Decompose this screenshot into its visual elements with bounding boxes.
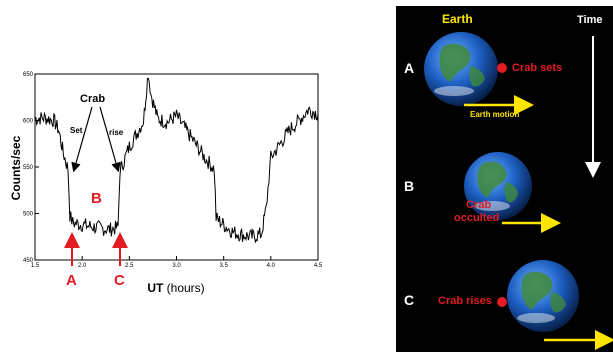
crab-occulted-label-line1: Crab [466,199,492,211]
x-tick-label: 1.5 [31,263,40,269]
rise-arrow [99,106,121,173]
earth-diagram [424,32,613,350]
x-axis-label: UT (hours) [147,281,204,295]
rise-annotation: rise [109,128,124,137]
earth-title: Earth [442,12,473,26]
row-a-label: A [404,60,415,76]
occultation-diagram-panel: Earth Time A Crab sets Earth motion B Cr… [396,6,613,352]
crab-occulted-label-line2: occulted [454,212,500,224]
x-tick-label: 3.5 [219,263,228,269]
crab-rises-label: Crab rises [438,295,492,307]
earth-motion-label: Earth motion [470,110,520,119]
time-label: Time [577,14,603,26]
y-axis-label: Counts/sec [9,135,23,200]
earth-globe-c [507,260,579,332]
plot-area-frame [34,73,319,261]
earth-globe-a [424,32,498,106]
x-tick-label: 4.5 [314,263,323,269]
marker-b-label: B [91,190,102,207]
y-tick-label: 550 [23,165,34,171]
marker-c-label: C [114,272,125,289]
crab-rises-dot [497,297,507,307]
crab-annotation: Crab [80,93,105,105]
marker-a-label: A [66,272,77,289]
set-annotation: Set [70,126,83,135]
set-arrow [71,106,93,173]
y-axis-ticks: 450 500 550 600 650 [23,72,39,264]
y-tick-label: 650 [23,72,34,78]
y-tick-label: 600 [23,119,34,125]
light-curve-chart: 1.5 2.0 2.5 3.0 3.5 4.0 4.5 450 500 550 600 650 Cr… [9,72,323,295]
row-c-label: C [404,292,415,308]
x-tick-label: 3.0 [172,263,181,269]
x-tick-label: 4.0 [267,263,276,269]
y-tick-label: 500 [23,212,34,218]
x-tick-label: 2.0 [78,263,87,269]
x-tick-label: 2.5 [125,263,134,269]
crab-sets-label: Crab sets [512,62,563,74]
y-tick-label: 450 [23,258,34,264]
x-axis-ticks: 1.5 2.0 2.5 3.0 3.5 4.0 4.5 [31,256,323,269]
row-b-label: B [404,178,415,194]
earth-globe-b [464,152,532,220]
count-rate-series-line [34,77,319,244]
crab-sets-dot [497,63,507,73]
